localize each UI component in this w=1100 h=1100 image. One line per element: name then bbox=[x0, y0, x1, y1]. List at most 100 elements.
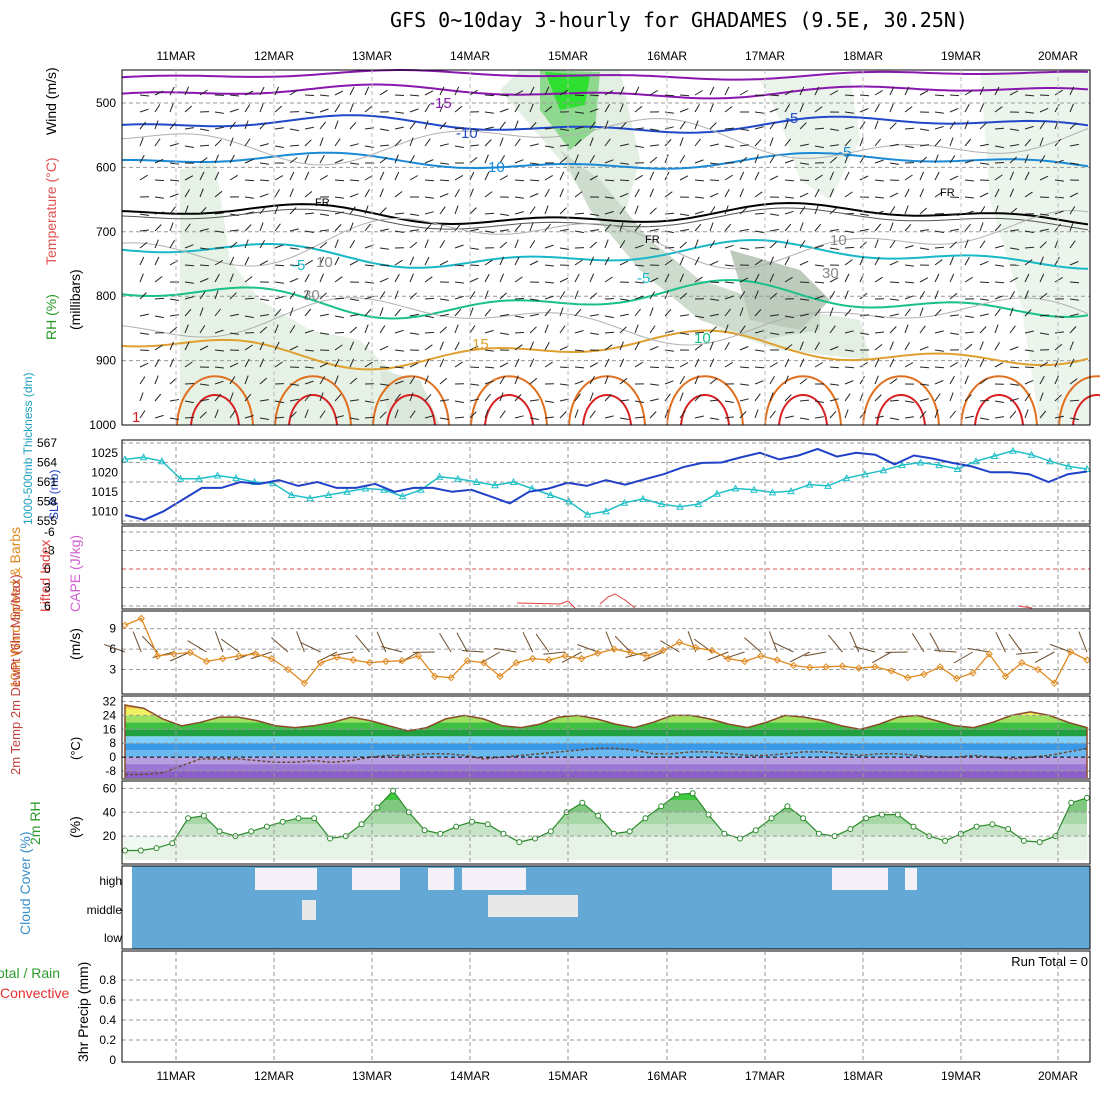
wind-barb bbox=[154, 256, 160, 266]
slp-label: SLP (mb) bbox=[47, 470, 61, 520]
wind-barb bbox=[454, 105, 463, 113]
wind-barb bbox=[199, 345, 209, 351]
thickness-tick-558: 558 bbox=[37, 495, 57, 509]
contour-label: FR bbox=[315, 197, 330, 209]
wind-barb bbox=[919, 128, 929, 131]
wind-barb bbox=[679, 94, 690, 97]
wind-barb bbox=[619, 179, 630, 182]
wind-barb bbox=[979, 162, 989, 165]
wind-barb bbox=[229, 410, 236, 419]
wind-barb bbox=[709, 260, 719, 266]
rh-point bbox=[200, 812, 207, 819]
wind-barb bbox=[499, 121, 506, 130]
wind-barb bbox=[499, 273, 505, 283]
wind-barb bbox=[529, 326, 537, 334]
wind-barb bbox=[784, 120, 789, 130]
wind-barb bbox=[1009, 247, 1019, 250]
wind-barb bbox=[604, 315, 614, 319]
wind-barb bbox=[319, 229, 329, 232]
wind-barb bbox=[319, 362, 329, 368]
wind-barb bbox=[979, 240, 986, 249]
wind-barb bbox=[349, 358, 355, 368]
wind-barb bbox=[439, 313, 449, 317]
wind-barb bbox=[439, 377, 448, 385]
wind-barb bbox=[484, 230, 494, 234]
wind-barb bbox=[604, 211, 614, 215]
wind-barb bbox=[439, 298, 449, 301]
wind-barb bbox=[964, 315, 974, 318]
wind-barb bbox=[394, 349, 404, 352]
li-segment bbox=[599, 593, 636, 609]
cloud-clear-block bbox=[905, 868, 917, 890]
wind10m-units: (m/s) bbox=[67, 628, 83, 660]
temp-tick-0: 0 bbox=[109, 750, 116, 764]
wind-barb bbox=[799, 281, 810, 283]
rh-point bbox=[1005, 826, 1012, 832]
bottom-date-17MAR: 17MAR bbox=[745, 1069, 785, 1083]
wind-barb bbox=[634, 295, 644, 300]
wind-barb bbox=[529, 206, 536, 215]
wind-barb bbox=[259, 179, 270, 182]
wind-barb bbox=[334, 90, 344, 96]
wind-barb bbox=[199, 228, 209, 232]
wind-barb bbox=[949, 175, 959, 181]
wind-barb bbox=[379, 345, 389, 351]
wind-barb bbox=[814, 295, 824, 300]
wind-barb bbox=[964, 331, 974, 334]
wind-speed-point bbox=[137, 614, 146, 623]
wind-barb bbox=[649, 291, 656, 300]
wind-speed-point bbox=[121, 621, 129, 629]
wind-barb bbox=[1039, 175, 1049, 181]
bottom-date-19MAR: 19MAR bbox=[941, 1069, 981, 1083]
wind-barb bbox=[829, 398, 839, 402]
precip-total-label: Total / Rain bbox=[0, 965, 60, 981]
cloud-level-high: high bbox=[99, 874, 122, 888]
wind-barb bbox=[229, 154, 235, 164]
wind-barb bbox=[394, 273, 400, 283]
wind-barb bbox=[604, 196, 614, 199]
wind-barb bbox=[274, 86, 280, 96]
wind-barb bbox=[304, 111, 314, 114]
bottom-date-12MAR: 12MAR bbox=[254, 1069, 294, 1083]
wind-barb bbox=[139, 362, 149, 368]
wind-barb bbox=[169, 358, 175, 368]
wind-barb bbox=[844, 138, 852, 147]
wind-barb bbox=[889, 298, 899, 301]
wind-barb bbox=[289, 128, 299, 132]
wind-barb bbox=[304, 212, 314, 215]
rh-point bbox=[216, 828, 223, 835]
isotherm-25-loop bbox=[582, 394, 632, 426]
wind-barb bbox=[439, 206, 446, 215]
wind-barb bbox=[919, 90, 929, 96]
wind-barb bbox=[334, 344, 343, 351]
wind-barb bbox=[979, 313, 989, 317]
wind-barb bbox=[484, 349, 494, 352]
wind-barb bbox=[499, 108, 509, 113]
wind-barb bbox=[949, 228, 959, 232]
wind-barb bbox=[694, 103, 700, 113]
isotherm-20-loop bbox=[666, 375, 744, 426]
wind-barb bbox=[424, 331, 435, 334]
wind-barb bbox=[829, 383, 839, 386]
wind-barb bbox=[784, 358, 790, 368]
wind-barb bbox=[919, 383, 929, 386]
wind-barb bbox=[649, 345, 659, 351]
thickness-point bbox=[620, 498, 629, 506]
wind-barb bbox=[1069, 358, 1075, 368]
wind-barb bbox=[754, 246, 765, 249]
wind-barb bbox=[394, 409, 399, 419]
wind-barb bbox=[799, 143, 809, 147]
rh-point bbox=[547, 828, 554, 835]
wind-barb bbox=[919, 188, 925, 198]
top-date-18MAR: 18MAR bbox=[843, 49, 883, 63]
wind-barb bbox=[769, 292, 778, 300]
wind-barb bbox=[769, 241, 777, 249]
wind-barb bbox=[574, 273, 580, 283]
wind-barb bbox=[244, 256, 250, 266]
wind-barb bbox=[934, 380, 944, 385]
wind-barb bbox=[454, 416, 465, 419]
wind-barb bbox=[184, 86, 190, 96]
wind-barb bbox=[949, 314, 959, 317]
contour-label: 10 bbox=[694, 330, 711, 347]
wind-barb bbox=[544, 244, 554, 249]
